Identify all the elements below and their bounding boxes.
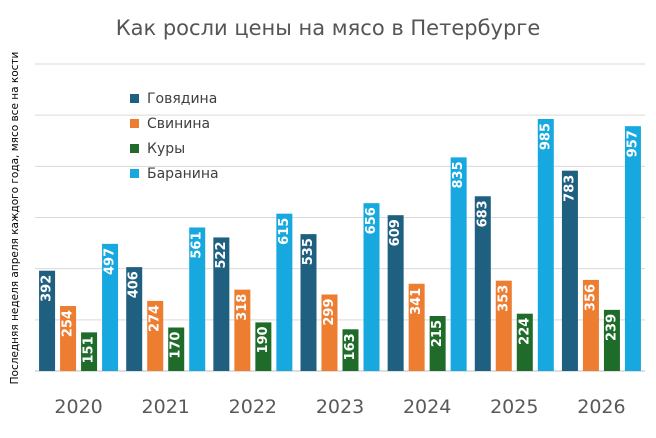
bar-value-label: 318 <box>235 294 250 321</box>
bar-value-label: 224 <box>517 318 532 345</box>
x-tick-label: 2023 <box>316 396 364 418</box>
bar-value-label: 609 <box>388 219 403 246</box>
bar-value-label: 615 <box>277 218 292 245</box>
bar-value-label: 151 <box>82 336 97 363</box>
bar-value-label: 683 <box>475 200 490 227</box>
bar <box>168 327 185 371</box>
bar <box>624 126 641 371</box>
bar <box>234 289 251 371</box>
bar <box>81 332 98 371</box>
bar <box>189 227 206 371</box>
bar <box>603 309 620 371</box>
x-tick-label: 2025 <box>490 396 538 418</box>
bar <box>495 280 512 371</box>
bar-value-label: 497 <box>103 248 118 275</box>
bar-value-label: 299 <box>322 299 337 326</box>
bar-value-label: 957 <box>625 130 640 157</box>
bar-value-label: 356 <box>583 284 598 311</box>
bar <box>561 170 578 371</box>
bar-value-label: 163 <box>343 333 358 360</box>
x-tick-label: 2020 <box>54 396 102 418</box>
bar-value-label: 656 <box>364 207 379 234</box>
bar-value-label: 341 <box>409 288 424 315</box>
bar <box>474 196 491 371</box>
bar <box>60 306 77 371</box>
legend-swatch <box>130 169 139 178</box>
x-tick-label: 2026 <box>577 396 625 418</box>
bar-value-label: 535 <box>301 238 316 265</box>
bar-value-label: 985 <box>538 123 553 150</box>
bar-value-label: 406 <box>127 271 142 298</box>
bar-value-label: 522 <box>214 241 229 268</box>
legend-label: Говядина <box>147 91 217 107</box>
legend-swatch <box>130 94 139 103</box>
bar <box>255 322 272 371</box>
bar-value-label: 561 <box>190 231 205 258</box>
bar-value-label: 835 <box>451 161 466 188</box>
bar <box>276 213 293 371</box>
bar-value-label: 215 <box>430 320 445 347</box>
bar <box>342 329 359 371</box>
bar <box>102 243 119 371</box>
bar <box>39 270 56 371</box>
bar <box>537 119 554 371</box>
bar <box>363 203 380 371</box>
bar <box>450 157 467 371</box>
bar <box>321 294 338 371</box>
bar <box>429 315 446 371</box>
legend-label: Куры <box>147 141 185 157</box>
bar <box>387 215 404 371</box>
bar <box>582 279 599 371</box>
legend-label: Свинина <box>147 116 210 132</box>
legend-swatch <box>130 144 139 153</box>
chart-title: Как росли цены на мясо в Петербурге <box>115 16 541 40</box>
x-tick-label: 2021 <box>142 396 190 418</box>
bar-value-label: 254 <box>61 310 76 337</box>
bar-value-label: 170 <box>169 332 184 359</box>
bar <box>126 267 143 371</box>
bar <box>300 234 317 371</box>
legend-swatch <box>130 119 139 128</box>
bar <box>147 300 164 371</box>
x-tick-label: 2022 <box>229 396 277 418</box>
bar <box>408 283 425 371</box>
x-tick-label: 2024 <box>403 396 451 418</box>
bar-value-label: 353 <box>496 285 511 312</box>
bar-value-label: 392 <box>40 275 55 302</box>
bar <box>516 313 533 371</box>
bar-value-label: 190 <box>256 326 271 353</box>
bar-value-label: 239 <box>604 314 619 341</box>
bar-value-label: 783 <box>562 175 577 202</box>
bar <box>213 237 230 371</box>
bar-value-label: 274 <box>148 305 163 332</box>
legend-label: Баранина <box>147 166 219 182</box>
